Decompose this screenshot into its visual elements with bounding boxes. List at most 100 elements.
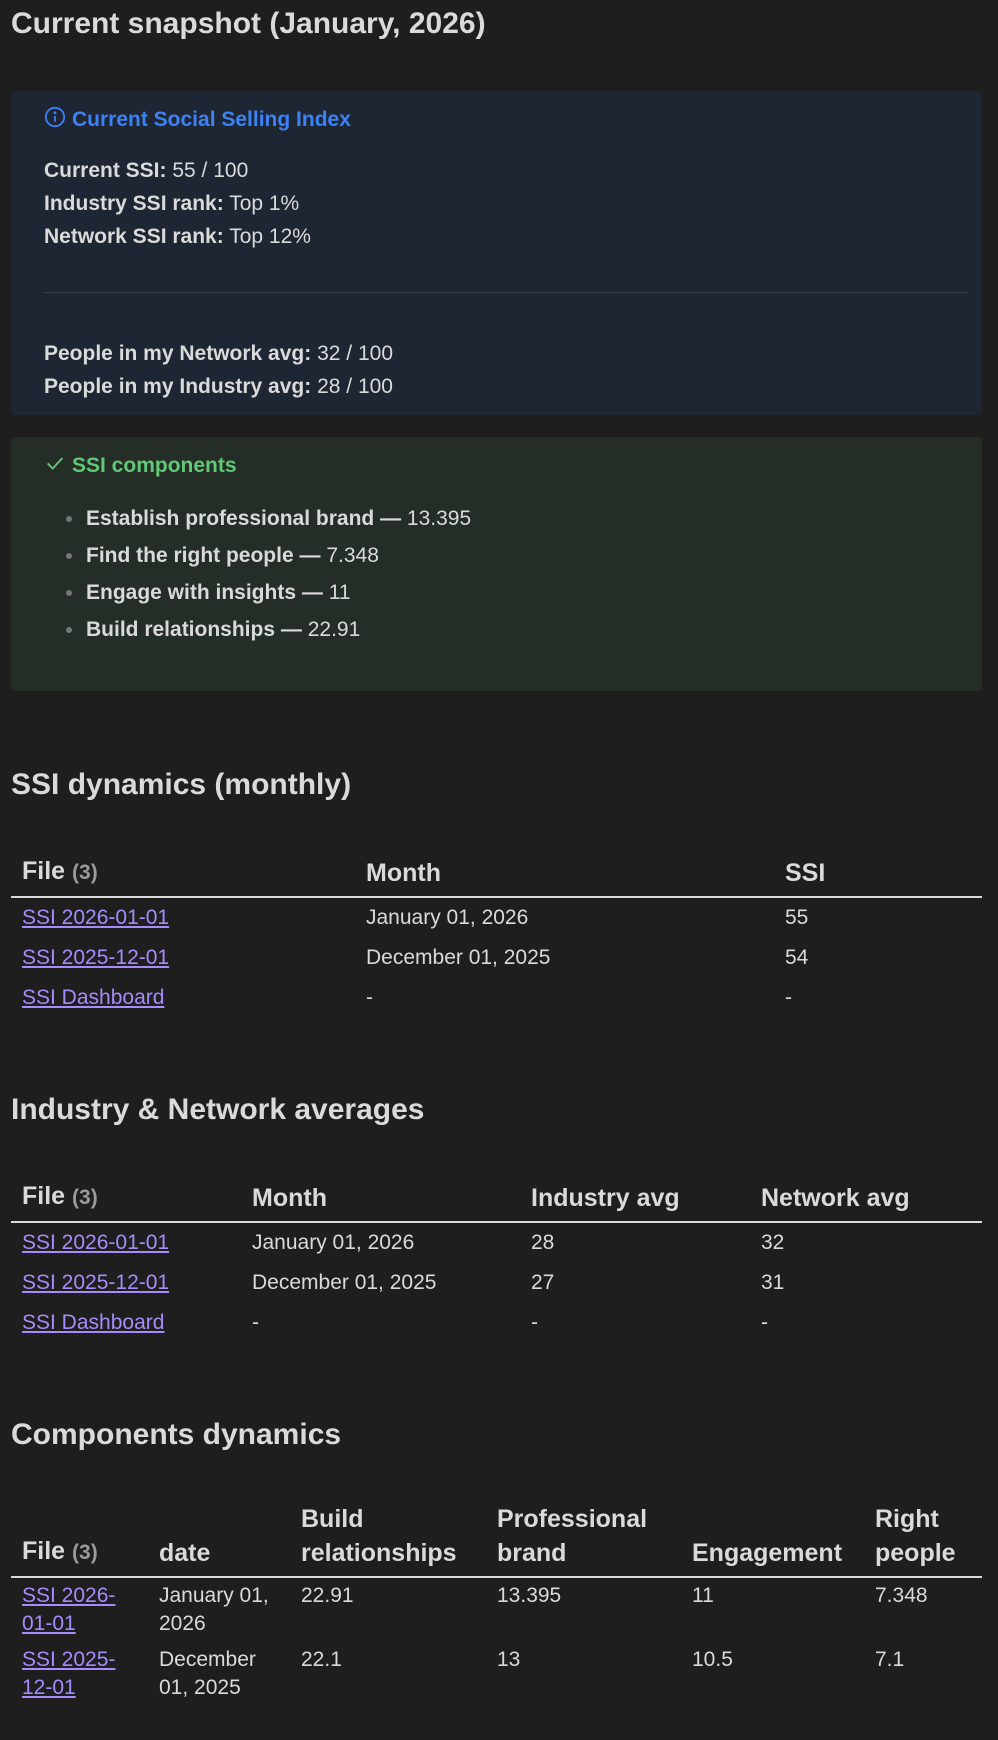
components-callout-title-text: SSI components <box>72 454 237 477</box>
current-ssi-value: 55 / 100 <box>172 159 249 182</box>
col-file-label: File <box>22 1537 66 1565</box>
file-count: (3) <box>72 1186 98 1209</box>
network-avg-value: 32 / 100 <box>317 342 393 365</box>
network-cell: - <box>761 1311 768 1334</box>
components-callout: SSI components Establish professional br… <box>11 437 982 691</box>
industry-avg-label: People in my Industry avg: <box>44 375 312 398</box>
col-file[interactable]: File (3) <box>11 1494 148 1578</box>
table-row: SSI Dashboard - - - <box>11 1303 982 1343</box>
component-value: 11 <box>328 581 351 604</box>
industry-rank-label: Industry SSI rank: <box>44 192 224 215</box>
component-value: 7.348 <box>326 544 379 567</box>
col-industry-avg[interactable]: Industry avg <box>520 1171 750 1223</box>
industry-cell: 28 <box>531 1231 555 1254</box>
file-link[interactable]: SSI 2026-01-01 <box>22 906 170 929</box>
file-link[interactable]: SSI Dashboard <box>22 1311 165 1334</box>
industry-cell: - <box>531 1311 538 1334</box>
network-rank-line: Network SSI rank: Top 12% <box>44 220 966 253</box>
month-cell: - <box>366 986 373 1009</box>
ssi-callout: Current Social Selling Index Current SSI… <box>11 91 982 415</box>
component-label: Build relationships <box>86 618 276 641</box>
list-item: Establish professional brand — 13.395 <box>66 500 966 537</box>
averages-heading: Industry & Network averages <box>11 1093 425 1126</box>
month-cell: - <box>252 1311 259 1334</box>
table-row: SSI 2025-12-01 December 01, 2025 54 <box>11 938 982 978</box>
date-cell: January 01, 2026 <box>159 1584 269 1635</box>
ssi-dynamics-table: File (3) Month SSI SSI 2026-01-01 January… <box>11 846 982 1018</box>
callout-divider <box>44 292 968 293</box>
ssi-cell: 55 <box>785 906 809 929</box>
list-item: Build relationships — 22.91 <box>66 611 966 648</box>
table-row: SSI 2026-01-01 January 01, 2026 22.91 13.39… <box>11 1577 982 1642</box>
components-list: Establish professional brand — 13.395 Fi… <box>44 500 966 648</box>
file-count: (3) <box>72 1541 98 1564</box>
table-header-row: File (3) Month SSI <box>11 846 982 898</box>
col-file-label: File <box>22 857 66 885</box>
build-cell: 22.91 <box>301 1584 354 1607</box>
industry-avg-value: 28 / 100 <box>317 375 393 398</box>
industry-avg-line: People in my Industry avg: 28 / 100 <box>44 370 966 403</box>
network-rank-value: Top 12% <box>229 225 311 248</box>
ssi-callout-title-text: Current Social Selling Index <box>72 108 351 131</box>
file-link[interactable]: SSI 2026-01-01 <box>22 1231 170 1254</box>
separator: — <box>280 618 302 641</box>
separator: — <box>301 581 323 604</box>
col-ssi[interactable]: SSI <box>774 846 982 898</box>
ssi-dynamics-heading: SSI dynamics (monthly) <box>11 768 352 801</box>
ssi-callout-title: Current Social Selling Index <box>44 106 966 134</box>
components-dynamics-heading: Components dynamics <box>11 1418 342 1451</box>
file-link[interactable]: SSI Dashboard <box>22 986 165 1009</box>
col-build-relationships[interactable]: Build relationships <box>290 1494 486 1578</box>
brand-cell: 13 <box>497 1648 521 1671</box>
network-rank-label: Network SSI rank: <box>44 225 224 248</box>
file-link[interactable]: SSI 2026-01-01 <box>22 1584 116 1635</box>
file-link[interactable]: SSI 2025-12-01 <box>22 1271 170 1294</box>
col-professional-brand[interactable]: Professional brand <box>486 1494 681 1578</box>
separator: — <box>299 544 321 567</box>
component-value: 13.395 <box>406 507 472 530</box>
month-cell: January 01, 2026 <box>366 906 529 929</box>
component-label: Find the right people <box>86 544 294 567</box>
industry-cell: 27 <box>531 1271 555 1294</box>
component-label: Engage with insights <box>86 581 297 604</box>
file-link[interactable]: SSI 2025-12-01 <box>22 946 170 969</box>
col-file[interactable]: File (3) <box>11 1171 241 1223</box>
month-cell: December 01, 2025 <box>366 946 551 969</box>
brand-cell: 13.395 <box>497 1584 562 1607</box>
month-cell: December 01, 2025 <box>252 1271 437 1294</box>
industry-rank-line: Industry SSI rank: Top 1% <box>44 187 966 220</box>
ssi-cell: 54 <box>785 946 809 969</box>
table-row: SSI 2025-12-01 December 01, 2025 27 31 <box>11 1263 982 1303</box>
col-file-label: File <box>22 1182 66 1210</box>
table-row: SSI 2026-01-01 January 01, 2026 28 32 <box>11 1222 982 1263</box>
industry-rank-value: Top 1% <box>229 192 300 215</box>
list-item: Engage with insights — 11 <box>66 574 966 611</box>
table-header-row: File (3) Month Industry avg Network avg <box>11 1171 982 1223</box>
ssi-cell: - <box>785 986 792 1009</box>
col-right-people[interactable]: Right people <box>864 1494 982 1578</box>
col-date[interactable]: date <box>148 1494 290 1578</box>
check-icon <box>44 452 66 480</box>
component-label: Establish professional brand <box>86 507 375 530</box>
file-count: (3) <box>72 861 98 884</box>
col-engagement[interactable]: Engagement <box>681 1494 864 1578</box>
engagement-cell: 11 <box>692 1584 714 1607</box>
file-link[interactable]: SSI 2025-12-01 <box>22 1648 116 1699</box>
page-title: Current snapshot (January, 2026) <box>11 7 486 40</box>
averages-table: File (3) Month Industry avg Network avg … <box>11 1171 982 1343</box>
separator: — <box>380 507 402 530</box>
component-value: 22.91 <box>307 618 361 641</box>
col-month[interactable]: Month <box>355 846 774 898</box>
col-network-avg[interactable]: Network avg <box>750 1171 982 1223</box>
network-cell: 31 <box>761 1271 785 1294</box>
list-item: Find the right people — 7.348 <box>66 537 966 574</box>
col-month[interactable]: Month <box>241 1171 520 1223</box>
col-file[interactable]: File (3) <box>11 846 355 898</box>
right-people-cell: 7.348 <box>875 1584 928 1607</box>
table-row: SSI 2026-01-01 January 01, 2026 55 <box>11 897 982 938</box>
right-people-cell: 7.1 <box>875 1648 905 1671</box>
components-table: File (3) date Build relationships Profes… <box>11 1494 982 1706</box>
components-callout-title: SSI components <box>44 452 966 480</box>
current-ssi-line: Current SSI: 55 / 100 <box>44 154 966 187</box>
build-cell: 22.1 <box>301 1648 342 1671</box>
